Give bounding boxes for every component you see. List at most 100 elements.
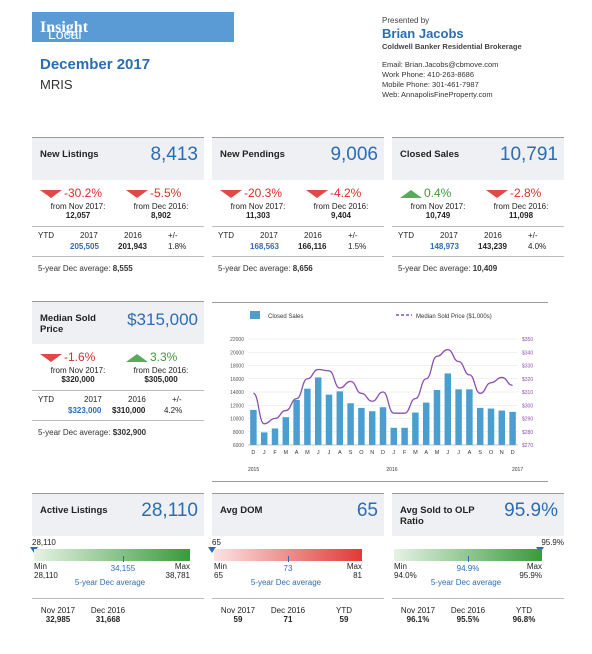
y-tick-label: 22000 — [230, 337, 244, 343]
x-tick-label: J — [263, 450, 266, 456]
y2-tick-label: $310 — [522, 390, 533, 396]
y-tick-label: 20000 — [230, 350, 244, 356]
from-year: from Dec 2016: $305,000 — [133, 366, 189, 384]
ytd-year-prior: 2016 — [484, 231, 502, 240]
y2-tick-label: $300 — [522, 403, 533, 409]
y-tick-label: 8000 — [233, 430, 244, 436]
year-label: 2015 — [248, 467, 259, 473]
x-tick-label: A — [295, 450, 299, 456]
bar — [250, 409, 257, 445]
agent-email[interactable]: Email: Brian.Jacobs@cbmove.com — [382, 60, 499, 69]
y2-tick-label: $330 — [522, 364, 533, 370]
gauge-prior-year: Dec 2016 95.5% — [450, 606, 486, 624]
ytd-year-prior: 2016 — [124, 231, 142, 240]
average-tick — [468, 556, 469, 562]
gauge-average-label: 5-year Dec average — [74, 578, 146, 587]
ytd-year-current: 2017 — [80, 231, 98, 240]
y2-tick-label: $270 — [522, 443, 533, 449]
x-tick-label: F — [273, 450, 277, 456]
bar — [379, 407, 387, 445]
gauge-bar — [34, 549, 190, 561]
ytd-current: 168,563 — [250, 242, 279, 251]
x-tick-label: S — [478, 450, 482, 456]
bar — [304, 388, 311, 445]
ytd-change: 4.2% — [164, 406, 183, 415]
gauge-marker-label: 28,110 — [32, 538, 56, 547]
x-tick-label: D — [251, 450, 255, 456]
ytd-year-prior: 2016 — [304, 231, 322, 240]
gauge-average-label: 5-year Dec average — [250, 578, 322, 587]
x-tick-label: N — [500, 450, 504, 456]
from-year: from Dec 2016: 8,902 — [133, 202, 189, 220]
bar — [271, 428, 279, 445]
bar — [422, 402, 430, 445]
ytd-change: 1.5% — [348, 242, 367, 251]
bar — [282, 417, 290, 445]
y2-tick-label: $280 — [522, 430, 533, 436]
divider — [392, 226, 564, 227]
from-year: from Dec 2016: 9,404 — [313, 202, 369, 220]
from-year: from Dec 2016: 11,098 — [493, 202, 549, 220]
gauge-max: Max 38,781 — [165, 562, 190, 580]
agent-firm: Coldwell Banker Residential Brokerage — [382, 42, 522, 51]
ytd-label: YTD — [38, 231, 54, 240]
ytd-prior: 166,116 — [298, 242, 327, 251]
average-tick — [288, 556, 289, 562]
x-tick-label: J — [457, 450, 460, 456]
gauge-average-value: 34,155 — [110, 564, 136, 573]
panel-label: New Pendings — [220, 149, 285, 160]
ytd-current: $323,000 — [68, 406, 102, 415]
bar — [390, 427, 398, 445]
panel-label: Median Sold Price — [40, 313, 96, 335]
x-tick-label: D — [381, 450, 385, 456]
average-tick — [122, 556, 124, 562]
y2-tick-label: $290 — [522, 417, 533, 423]
divider — [32, 226, 204, 227]
from-month: from Nov 2017: 11,303 — [230, 202, 286, 220]
agent-website[interactable]: Web: AnnapolisFineProperty.com — [382, 90, 493, 99]
y-tick-label: 18000 — [230, 364, 244, 370]
bar — [412, 412, 419, 445]
gauge-min: Min 28,110 — [34, 562, 58, 580]
x-tick-label: S — [349, 450, 353, 456]
change-month: -1.6% — [40, 350, 95, 364]
ytd-label: YTD — [218, 231, 234, 240]
x-tick-label: M — [305, 450, 310, 456]
ytd-label: YTD — [38, 395, 54, 404]
gauge-ytd: YTD 59 — [336, 606, 352, 624]
panel-0: New Listings 8,413 -30.2% -5.5% from Nov… — [32, 137, 204, 287]
agent-mobile-phone: Mobile Phone: 301-461-7987 — [382, 80, 479, 89]
gauge-prior-month: Nov 2017 32,985 — [40, 606, 76, 624]
ytd-current: 148,973 — [430, 242, 459, 251]
gauge-prior-year: Dec 2016 31,668 — [90, 606, 126, 624]
x-tick-label: J — [446, 450, 449, 456]
x-tick-label: M — [435, 450, 440, 456]
gauge-marker-label: 95.9% — [541, 538, 564, 547]
gauge-max: Max 81 — [346, 562, 362, 580]
agent-name: Brian Jacobs — [382, 26, 464, 41]
gauge-label: Avg Sold to OLP Ratio — [400, 505, 475, 527]
y-tick-label: 10000 — [230, 417, 244, 423]
from-month: from Nov 2017: 12,057 — [50, 202, 106, 220]
ytd-change-header: +/- — [172, 395, 182, 404]
gauge-panel-0: Active Listings 28,110 28,110 Min 28,110 … — [30, 493, 204, 627]
ytd-year-prior: 2016 — [128, 395, 146, 404]
gauge-label: Avg DOM — [220, 505, 263, 516]
from-month: from Nov 2017: $320,000 — [50, 366, 106, 384]
down-arrow-icon — [40, 189, 62, 198]
gauge-max: Max 95.9% — [519, 562, 542, 580]
ytd-change: 1.8% — [168, 242, 187, 251]
gauge-prior-month: Nov 2017 59 — [220, 606, 256, 624]
bar — [325, 394, 333, 445]
year-label: 2016 — [386, 467, 397, 473]
ytd-prior: 201,943 — [118, 242, 147, 251]
x-tick-label: O — [489, 450, 494, 456]
gauge-label: Active Listings — [40, 505, 108, 516]
ytd-change-header: +/- — [528, 231, 538, 240]
divider — [392, 256, 564, 257]
gauge-header: Avg DOM 65 — [212, 494, 384, 536]
year-label: 2017 — [512, 467, 523, 473]
report-month: December 2017 — [40, 56, 151, 73]
gauge-average-value: 73 — [283, 564, 293, 573]
y2-tick-label: $350 — [522, 337, 533, 343]
